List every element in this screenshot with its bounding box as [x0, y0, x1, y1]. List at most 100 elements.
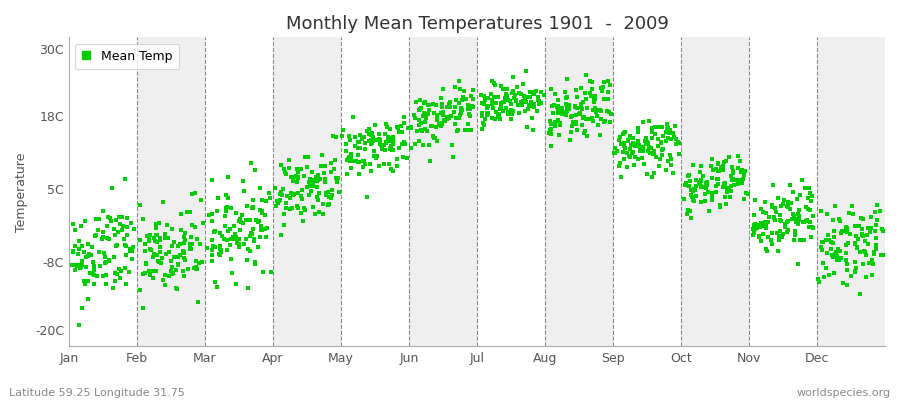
Point: [176, 239, 191, 246]
Point: [652, 156, 667, 162]
Point: [724, 164, 739, 170]
Point: [718, 182, 733, 189]
Point: [92, 216, 106, 223]
Point: [298, 207, 312, 214]
Point: [454, 108, 469, 115]
Point: [112, 275, 127, 282]
Point: [418, 126, 432, 132]
Point: [319, 191, 333, 198]
Point: [372, 163, 386, 169]
Point: [696, 173, 710, 179]
Point: [576, 114, 590, 121]
Point: [409, 98, 423, 105]
Point: [414, 105, 428, 111]
Point: [699, 180, 714, 186]
Point: [683, 178, 698, 184]
Point: [575, 99, 590, 105]
Point: [110, 242, 124, 248]
Point: [608, 150, 622, 156]
Point: [75, 243, 89, 249]
Point: [830, 253, 844, 260]
Point: [769, 208, 783, 215]
Point: [81, 240, 95, 247]
Point: [253, 185, 267, 192]
Point: [665, 170, 680, 176]
Point: [680, 207, 695, 213]
Point: [590, 112, 605, 119]
Point: [284, 174, 298, 180]
Point: [786, 211, 800, 218]
Point: [509, 97, 524, 104]
Point: [390, 163, 404, 169]
Point: [173, 252, 187, 258]
Point: [829, 249, 843, 256]
Point: [714, 164, 728, 170]
Bar: [205, 37, 273, 346]
Point: [112, 266, 126, 272]
Point: [323, 169, 338, 176]
Point: [579, 116, 593, 122]
Point: [842, 210, 857, 216]
Point: [208, 279, 222, 286]
Point: [765, 230, 779, 236]
Point: [564, 113, 579, 120]
Point: [232, 240, 247, 247]
Point: [123, 248, 138, 254]
Point: [177, 237, 192, 243]
Point: [249, 217, 264, 224]
Point: [517, 93, 531, 100]
Point: [461, 106, 475, 112]
Point: [876, 228, 890, 234]
Point: [506, 74, 520, 80]
Point: [682, 207, 697, 214]
Point: [577, 130, 591, 136]
Point: [223, 226, 238, 232]
Point: [492, 116, 507, 122]
Point: [531, 97, 545, 103]
Point: [500, 111, 515, 117]
Point: [783, 182, 797, 188]
Point: [180, 208, 194, 215]
Point: [103, 236, 117, 242]
Point: [840, 242, 854, 248]
Point: [583, 90, 598, 96]
Point: [71, 238, 86, 244]
Point: [230, 240, 244, 246]
Point: [443, 104, 457, 110]
Point: [83, 270, 97, 276]
Point: [496, 86, 510, 92]
Point: [720, 188, 734, 195]
Point: [462, 111, 476, 118]
Point: [772, 233, 787, 239]
Point: [858, 249, 872, 255]
Point: [120, 280, 134, 287]
Point: [719, 185, 733, 192]
Point: [524, 99, 538, 105]
Point: [274, 192, 289, 198]
Point: [381, 134, 395, 140]
Point: [301, 154, 315, 161]
Point: [559, 101, 573, 108]
Point: [193, 241, 207, 247]
Point: [75, 262, 89, 268]
Point: [384, 143, 399, 149]
Point: [311, 209, 326, 215]
Point: [634, 155, 649, 162]
Point: [457, 127, 472, 133]
Point: [153, 235, 167, 241]
Point: [788, 218, 803, 225]
Point: [856, 233, 870, 239]
Point: [187, 265, 202, 271]
Point: [812, 279, 826, 286]
Point: [86, 259, 101, 265]
Point: [488, 116, 502, 122]
Point: [548, 119, 562, 125]
Point: [414, 126, 428, 133]
Point: [832, 256, 847, 263]
Point: [567, 104, 581, 110]
Point: [110, 271, 124, 277]
Point: [803, 207, 817, 214]
Point: [142, 272, 157, 278]
Point: [738, 190, 752, 196]
Point: [368, 122, 382, 128]
